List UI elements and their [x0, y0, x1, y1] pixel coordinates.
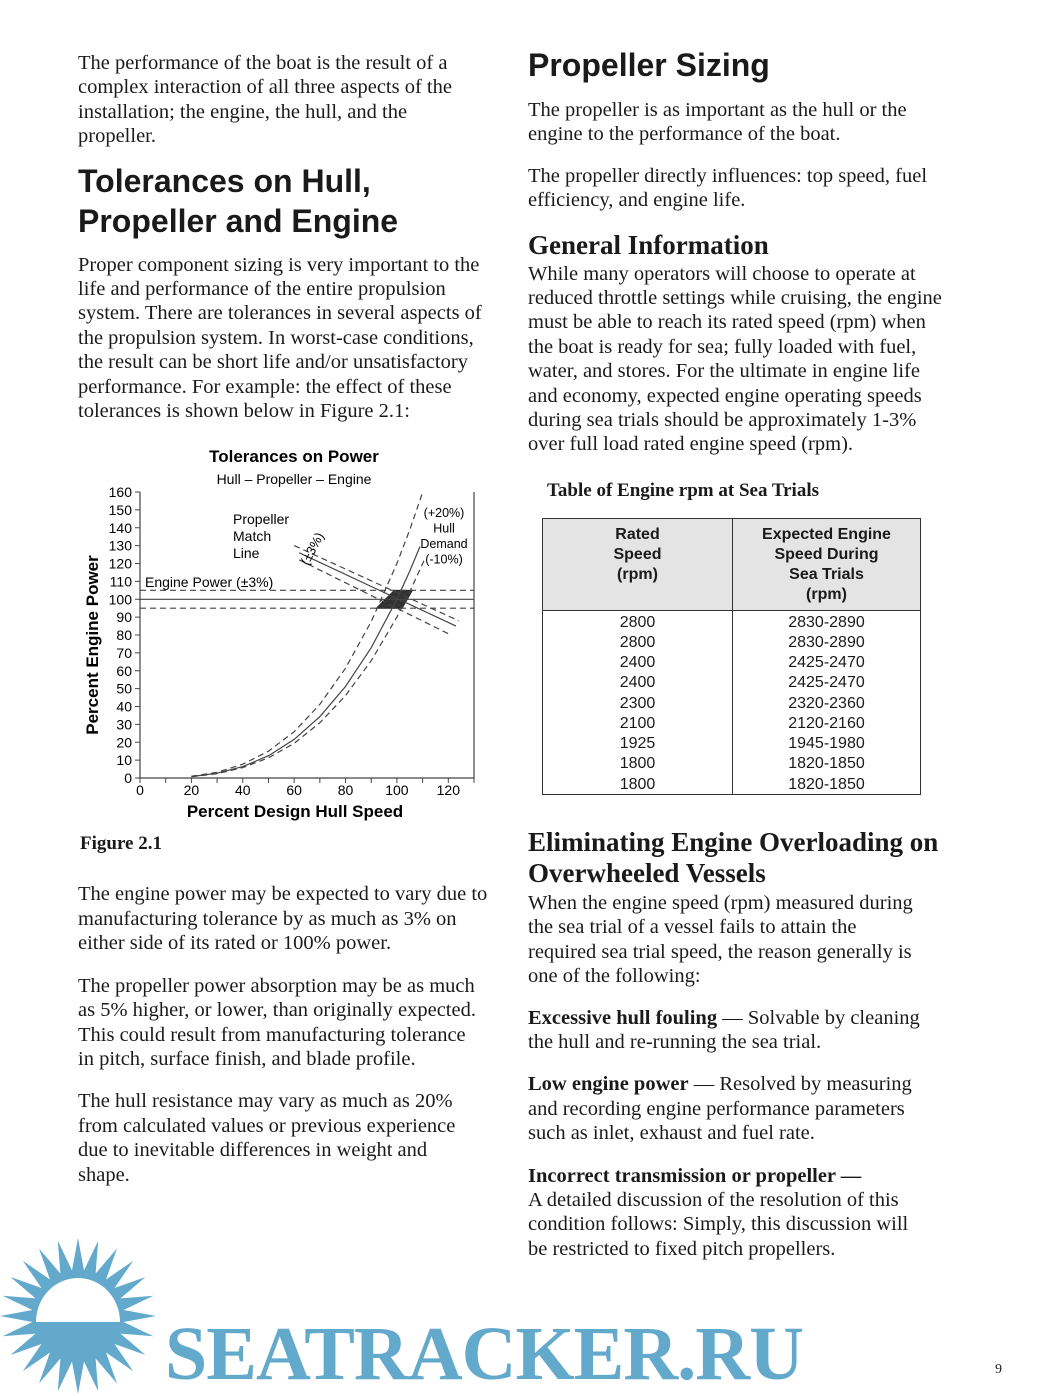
y-tick-label: 140: [109, 520, 133, 536]
table-cell: 2400: [619, 654, 656, 672]
low-power-item: Low engine power — Resolved by measuring…: [528, 1072, 933, 1145]
general-information-heading: General Information: [528, 229, 769, 260]
table-cell: 1925: [619, 735, 656, 753]
page-number: 9: [995, 1362, 1002, 1377]
table-cell: 2830-2890: [788, 634, 865, 652]
y-tick-label: 20: [116, 735, 132, 751]
y-tick-label: 30: [116, 717, 132, 733]
x-tick-label: 60: [286, 782, 302, 798]
watermark-text: SEATRACKER.RU: [165, 1312, 804, 1396]
series-line-1: [191, 492, 424, 778]
propeller-label: Propeller: [233, 511, 289, 527]
propeller-sizing-heading: Propeller Sizing: [528, 47, 770, 83]
y-tick-label: 90: [116, 610, 132, 626]
tolerances-heading: Tolerances on Hull, Propeller and Engine: [78, 162, 399, 239]
y-tick-label: 70: [116, 645, 132, 661]
table-cell: 2400: [619, 674, 656, 692]
y-tick-label: 100: [109, 592, 133, 608]
y-tick-label: 50: [116, 681, 132, 697]
series-line-5: [299, 559, 452, 637]
general-information-paragraph: While many operators will choose to oper…: [528, 262, 942, 456]
table-cell: 2100: [619, 714, 656, 732]
engine-power-paragraph: The engine power may be expected to vary…: [78, 883, 488, 955]
x-tick-label: 120: [437, 782, 461, 798]
table-cell: 1820-1850: [788, 775, 865, 793]
intro-paragraph: The performance of the boat is the resul…: [78, 52, 452, 148]
propeller-importance-paragraph: The propeller is as important as the hul…: [528, 99, 907, 146]
x-axis-label: Percent Design Hull Speed: [187, 802, 403, 821]
table-cell: 2425-2470: [788, 674, 865, 692]
table-cell: 1820-1850: [788, 755, 865, 773]
chart-title: Tolerances on Power: [209, 447, 379, 466]
low-power-lead: Low engine power: [528, 1073, 689, 1096]
transmission-item: Incorrect transmission or propeller — A d…: [528, 1164, 928, 1262]
table-cell: 2300: [619, 694, 656, 712]
y-tick-label: 160: [109, 484, 133, 500]
x-tick-label: 80: [338, 782, 354, 798]
low-power-text: — Resolved by measuring and recording en…: [528, 1073, 912, 1145]
table-cell: 2830-2890: [788, 613, 865, 631]
hull-demand-label: (-10%): [425, 553, 463, 567]
y-tick-label: 60: [116, 663, 132, 679]
y-tick-label: 130: [109, 538, 133, 554]
propeller-label: Line: [233, 545, 260, 561]
x-tick-label: 100: [385, 782, 409, 798]
sea-trial-paragraph: When the engine speed (rpm) measured dur…: [528, 891, 913, 988]
y-axis-label: Percent Engine Power: [83, 555, 102, 735]
hull-demand-label: Demand: [420, 537, 467, 551]
hull-demand-label: Hull: [433, 522, 455, 536]
y-tick-label: 10: [116, 753, 132, 769]
table-cell: 2320-2360: [788, 694, 865, 712]
right-column: Propeller Sizing The propeller is as imp…: [528, 45, 943, 1261]
table-cell: 1800: [619, 755, 656, 773]
sizing-paragraph: Proper component sizing is very importan…: [78, 253, 482, 423]
header-expected-speed: Expected Engine Speed During Sea Trials …: [762, 525, 891, 603]
sunburst-logo: [0, 1238, 156, 1394]
hull-fouling-item: Excessive hull fouling — Solvable by cle…: [528, 1006, 928, 1055]
hull-fouling-text: — Solvable by cleaning the hull and re-r…: [528, 1006, 920, 1053]
rated-speed-column: 2800 2800 2400 2400 2300 2100 1925 1800 1800: [543, 610, 733, 795]
table-cell: 1800: [619, 775, 656, 793]
table-title: Table of Engine rpm at Sea Trials: [547, 479, 820, 501]
y-tick-label: 150: [109, 502, 133, 518]
propeller-tolerance-label: (±3%): [297, 530, 326, 568]
axes-frame: [139, 492, 475, 780]
propeller-label: Match: [233, 528, 271, 544]
table-cell: 1945-1980: [788, 735, 865, 753]
y-tick-label: 120: [109, 556, 133, 572]
table-cell: 2425-2470: [788, 654, 865, 672]
table-cell: 2120-2160: [788, 714, 865, 732]
x-tick-label: 0: [136, 782, 144, 798]
engine-power-label: Engine Power (±3%): [145, 574, 273, 590]
transmission-text: A detailed discussion of the resolution …: [528, 1188, 909, 1260]
y-tick-label: 0: [124, 770, 132, 786]
hull-demand-label: (+20%): [424, 506, 465, 520]
propeller-influence-paragraph: The propeller directly influences: top s…: [528, 164, 928, 212]
propeller-power-paragraph: The propeller power absorption may be as…: [78, 974, 476, 1070]
tolerances-chart: Tolerances on Power Hull – Propeller – En…: [83, 447, 475, 821]
hull-fouling-lead: Excessive hull fouling: [528, 1006, 718, 1029]
x-tick-label: 20: [184, 782, 200, 798]
sun-dome: [36, 1278, 120, 1322]
x-tick-label: 40: [235, 782, 251, 798]
expected-speed-column: 2830-2890 2830-2890 2425-2470 2425-2470 2320…: [733, 611, 920, 795]
y-tick-label: 40: [116, 699, 132, 715]
rpm-table: Rated Speed (rpm) Expected Engine Speed …: [542, 517, 921, 795]
table-header-row: Rated Speed (rpm) Expected Engine Speed …: [543, 518, 920, 611]
transmission-lead: Incorrect transmission or propeller —: [528, 1164, 862, 1187]
chart-subtitle: Hull – Propeller – Engine: [217, 471, 372, 487]
series-line-3: [299, 552, 457, 628]
hull-resistance-paragraph: The hull resistance may vary as much as …: [78, 1090, 456, 1186]
y-tick-label: 80: [116, 627, 132, 643]
header-rated-speed: Rated Speed (rpm): [543, 518, 733, 610]
y-tick-label: 110: [110, 574, 133, 590]
table-cell: 2800: [619, 613, 656, 631]
left-column: The performance of the boat is the resul…: [78, 51, 488, 1187]
eliminating-overloading-heading: Eliminating Engine Overloading on Overwh…: [528, 826, 939, 888]
table-cell: 2800: [619, 634, 656, 652]
figure-caption: Figure 2.1: [80, 833, 162, 855]
